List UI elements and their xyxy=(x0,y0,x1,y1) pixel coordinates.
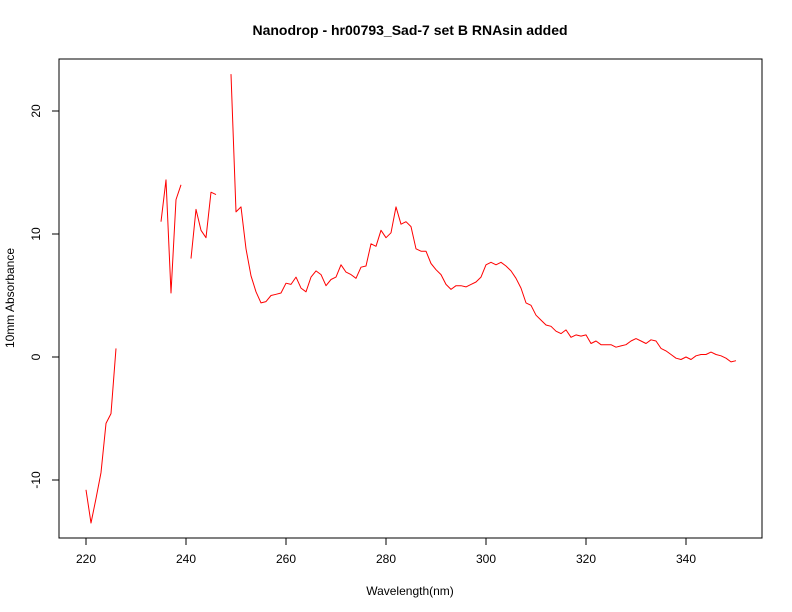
x-tick-label: 240 xyxy=(176,552,196,566)
y-tick-label: 0 xyxy=(29,353,43,360)
x-tick-label: 340 xyxy=(676,552,696,566)
series-line-segment xyxy=(190,191,217,259)
series-line-segment xyxy=(160,179,182,294)
series-line-segment xyxy=(230,74,737,363)
x-tick-label: 220 xyxy=(76,552,96,566)
y-axis: -10 0 10 20 xyxy=(29,104,59,489)
y-tick-label: 20 xyxy=(29,104,43,118)
x-tick-label: 300 xyxy=(476,552,496,566)
y-axis-label: 10mm Absorbance xyxy=(3,248,17,348)
y-tick-label: -10 xyxy=(29,471,43,489)
x-tick-label: 280 xyxy=(376,552,396,566)
series-layer xyxy=(85,74,737,524)
chart-title: Nanodrop - hr00793_Sad-7 set B RNAsin ad… xyxy=(252,22,567,38)
plot-frame xyxy=(58,58,763,539)
x-axis: 220 240 260 280 300 320 340 xyxy=(76,538,696,566)
x-tick-label: 320 xyxy=(576,552,596,566)
x-axis-label: Wavelength(nm) xyxy=(366,584,454,598)
series-line-segment xyxy=(85,348,117,524)
x-tick-label: 260 xyxy=(276,552,296,566)
y-tick-label: 10 xyxy=(29,227,43,241)
